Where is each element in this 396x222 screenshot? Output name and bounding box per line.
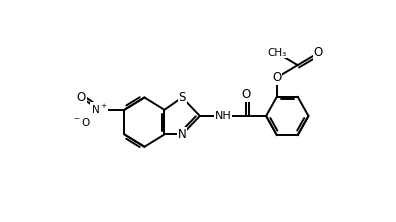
Text: CH₃: CH₃ — [267, 48, 286, 58]
Text: NH: NH — [215, 111, 231, 121]
Text: O: O — [77, 91, 86, 104]
Text: $^-$O: $^-$O — [72, 116, 91, 128]
Text: S: S — [179, 91, 186, 104]
Text: O: O — [242, 88, 251, 101]
Text: N$^+$: N$^+$ — [91, 103, 107, 116]
Text: N: N — [178, 128, 187, 141]
Text: O: O — [314, 46, 323, 59]
Text: O: O — [272, 71, 282, 84]
